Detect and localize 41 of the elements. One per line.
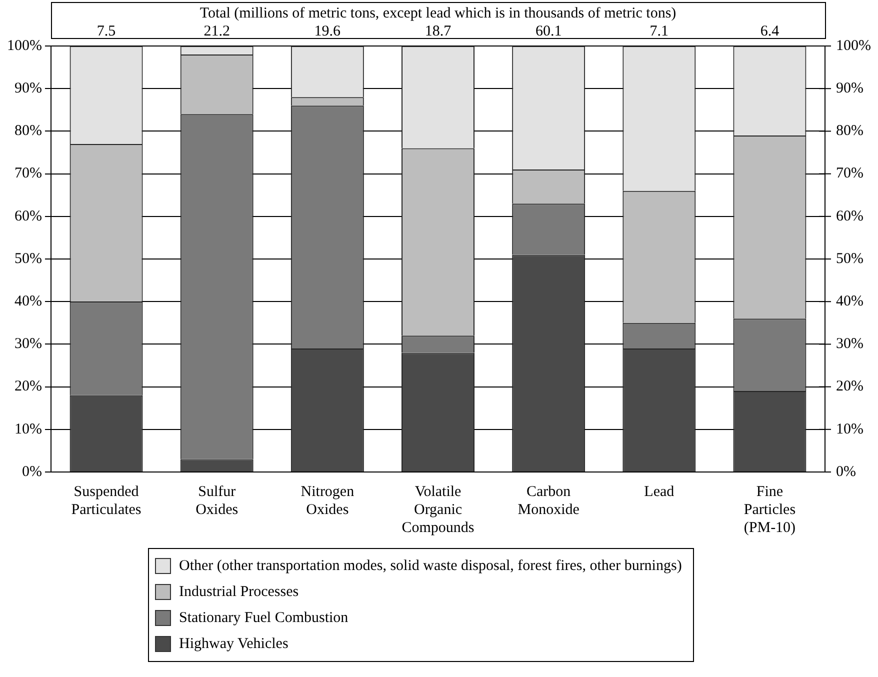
y2-tick-label: 50%	[836, 250, 864, 267]
x-tick-label: Carbon Monoxide	[518, 484, 580, 518]
legend-label: Stationary Fuel Combustion	[179, 610, 348, 626]
x-tick-label: Fine Particles (PM-10)	[744, 484, 796, 536]
text: 21.2	[204, 23, 230, 40]
x-tick-label: Suspended Particulates	[71, 484, 142, 518]
x-tick-label: Nitrogen Oxides	[300, 484, 355, 518]
y-tick-label: 70%	[14, 166, 42, 182]
x-tick-label: Sulfur Oxides	[196, 484, 238, 518]
y2-tick-label: 10%	[836, 421, 864, 438]
legend-label: Highway Vehicles	[179, 636, 288, 652]
y2-tick-label: 40%	[836, 294, 864, 310]
y-tick-label: 40%	[14, 294, 42, 310]
y2-tick-label: 20%	[836, 378, 864, 395]
text: 60.1	[535, 23, 562, 40]
y-tick-label: 0%	[22, 464, 42, 480]
text: 6.4	[760, 23, 780, 40]
x-tick-label: Volatile Organic Compounds	[402, 484, 474, 536]
y-tick-label: 50%	[14, 250, 42, 267]
y-tick-label: 80%	[14, 123, 42, 140]
x-tick-label: Lead	[644, 484, 675, 500]
y2-tick-label: 30%	[836, 336, 864, 352]
y2-tick-label: 0%	[836, 464, 856, 480]
text: 7.1	[650, 23, 669, 40]
legend-label: Other (other transportation modes, solid waste disposal, forest fires, other burnings)	[179, 558, 682, 574]
text: 19.6	[314, 23, 342, 40]
chart-title: Total (millions of metric tons, except lead which is in thousands of metric tons)	[200, 5, 676, 22]
y2-tick-label: 60%	[836, 208, 864, 224]
y2-tick-label: 80%	[836, 123, 864, 140]
y-tick-label: 30%	[14, 336, 42, 352]
y-tick-label: 10%	[14, 421, 42, 438]
y-tick-label: 90%	[14, 80, 42, 97]
y-tick-label: 20%	[14, 378, 42, 395]
text: 18.7	[424, 23, 452, 40]
text: 7.5	[96, 23, 116, 40]
y2-tick-label: 70%	[836, 166, 864, 182]
y-tick-label: 100%	[6, 38, 42, 54]
y2-tick-label: 100%	[836, 38, 872, 54]
y2-tick-label: 90%	[836, 80, 864, 97]
y-tick-label: 60%	[14, 208, 42, 224]
legend-label: Industrial Processes	[179, 584, 299, 600]
